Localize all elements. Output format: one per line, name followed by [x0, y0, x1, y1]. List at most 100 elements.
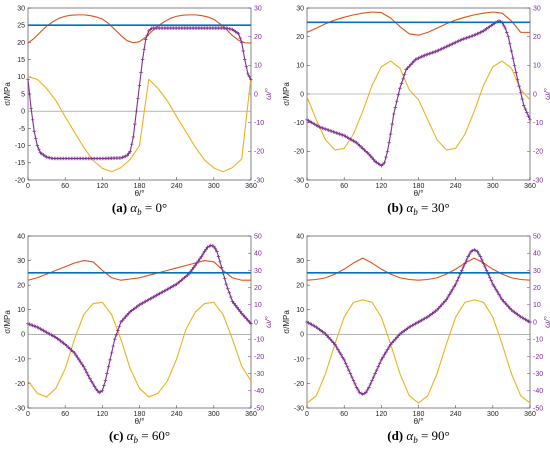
y2-tick-label: 40	[254, 251, 262, 258]
y-tick-label: 20	[17, 40, 25, 47]
y2-tick-label: 40	[533, 251, 541, 258]
chart-panel: 0 60 120 180 240 300 360-30-20-10010203040-50-…	[3, 233, 273, 445]
y2-tick-label: 30	[533, 5, 541, 12]
y2-tick-label: 20	[533, 285, 541, 292]
x-tick-label: 180	[134, 183, 146, 190]
y-tick-label: 15	[17, 57, 25, 64]
series-purple-line	[306, 20, 531, 167]
y2-tick-label: -30	[533, 371, 543, 378]
caption-label: (a)	[112, 200, 130, 215]
y-tick-label: 5	[21, 91, 25, 98]
caption-symbol: α	[127, 428, 135, 443]
y2-tick-label: 30	[254, 5, 262, 12]
y2-axis-label: ω/°	[264, 315, 273, 327]
caption-symbol: α	[406, 428, 414, 443]
y-tick-label: 10	[17, 74, 25, 81]
y2-tick-label: -20	[254, 354, 264, 361]
y-tick-label: -30	[294, 177, 304, 184]
y-tick-label: 40	[17, 233, 25, 240]
y2-tick-label: 10	[533, 63, 541, 70]
y-tick-label: 30	[17, 258, 25, 265]
y-tick-label: 20	[296, 34, 304, 41]
y2-tick-label: -10	[254, 120, 264, 127]
y2-tick-label: -50	[254, 405, 264, 412]
y2-tick-label: -40	[254, 388, 264, 395]
y-tick-label: -10	[15, 356, 25, 363]
x-tick-label: 180	[413, 411, 425, 418]
series-yellow-line	[27, 76, 252, 173]
y-axis-label: σ/MPa	[282, 82, 291, 106]
series-purple-line	[27, 244, 252, 394]
x-tick-label: 60	[61, 183, 69, 190]
panel-caption: (d) αb = 90°	[387, 428, 450, 445]
x-tick-label: 60	[61, 411, 69, 418]
x-tick-label: 120	[96, 411, 108, 418]
plot-frame	[27, 7, 252, 181]
x-tick-label: 0	[305, 183, 309, 190]
y-tick-label: 30	[17, 5, 25, 12]
caption-value: = 30°	[418, 200, 450, 215]
chart-panel: 0 60 120 180 240 300 360-20-15-10-505101520253…	[3, 5, 273, 217]
x-tick-label: 240	[171, 183, 183, 190]
series-red-line	[306, 257, 531, 281]
y2-tick-label: 30	[254, 268, 262, 275]
x-tick-label: 60	[340, 183, 348, 190]
y-tick-label: 20	[296, 283, 304, 290]
chart-panel: 0 60 120 180 240 300 360-30-20-100102030-30-20…	[282, 5, 550, 217]
x-tick-label: 120	[375, 411, 387, 418]
y-tick-label: 10	[296, 63, 304, 70]
y2-axis-label: ω/°	[543, 315, 550, 327]
y-tick-label: -10	[294, 356, 304, 363]
y2-tick-label: 10	[533, 302, 541, 309]
y2-tick-label: 0	[533, 91, 537, 98]
y-tick-label: 30	[296, 5, 304, 12]
x-tick-label: 120	[96, 183, 108, 190]
plot-frame	[27, 235, 252, 409]
y-axis-label: σ/MPa	[282, 310, 291, 334]
x-tick-label: 300	[208, 411, 220, 418]
panel-caption: (c) αb = 60°	[109, 428, 170, 445]
y2-tick-label: -40	[533, 388, 543, 395]
x-tick-label: 60	[340, 411, 348, 418]
y2-tick-label: -30	[254, 177, 264, 184]
x-tick-label: 0	[305, 411, 309, 418]
y-tick-label: 40	[296, 233, 304, 240]
y2-tick-label: 20	[533, 34, 541, 41]
series-purple-markers	[26, 26, 253, 161]
y2-tick-label: 10	[254, 63, 262, 70]
y-tick-label: 0	[21, 109, 25, 116]
y-tick-label: -15	[15, 160, 25, 167]
caption-value: = 60°	[138, 428, 170, 443]
y-tick-label: -20	[15, 177, 25, 184]
y-tick-label: -5	[19, 126, 25, 133]
y-tick-label: 30	[296, 258, 304, 265]
x-tick-label: 180	[413, 183, 425, 190]
series-red-line	[306, 11, 530, 36]
y2-tick-label: 20	[254, 34, 262, 41]
series-purple-line	[27, 27, 252, 160]
caption-label: (b)	[387, 200, 406, 215]
y2-tick-label: 10	[254, 302, 262, 309]
y-tick-label: 10	[17, 307, 25, 314]
y2-tick-label: -20	[533, 354, 543, 361]
y-tick-label: -30	[15, 405, 25, 412]
caption-subscript: b	[413, 207, 418, 217]
series-purple-markers	[305, 19, 532, 168]
x-tick-label: 300	[487, 183, 499, 190]
y2-axis-label: ω/°	[264, 87, 273, 99]
series-yellow-line	[306, 299, 531, 404]
y-tick-label: -20	[294, 149, 304, 156]
chart-panel: 0 60 120 180 240 300 360-30-20-10010203040-50-…	[282, 233, 550, 445]
y-tick-label: 10	[296, 307, 304, 314]
x-axis-label: θ/°	[414, 189, 424, 198]
x-tick-label: 360	[524, 183, 536, 190]
x-tick-label: 360	[524, 411, 536, 418]
panel-caption: (b) αb = 30°	[387, 200, 450, 217]
series-purple-line	[306, 249, 531, 395]
caption-value: = 90°	[418, 428, 450, 443]
y2-axis-label: ω/°	[543, 87, 550, 99]
y2-tick-label: -10	[254, 337, 264, 344]
y-tick-label: -10	[294, 120, 304, 127]
series-red-line	[27, 260, 251, 281]
